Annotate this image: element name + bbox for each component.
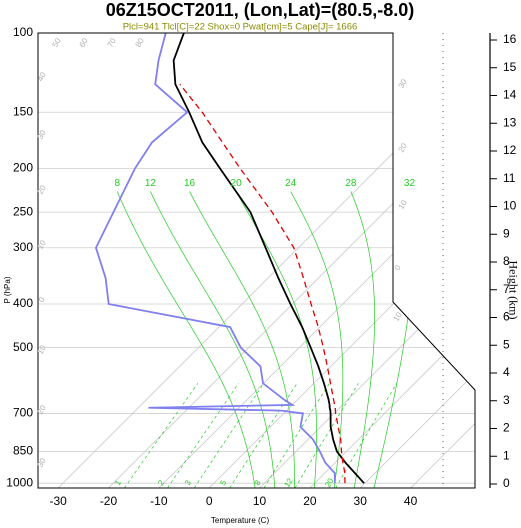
aux-label: 20 (36, 403, 49, 416)
y2-tick-label: 13 (503, 115, 517, 129)
moist-adiabat-label: 32 (404, 178, 416, 189)
y2-tick-label: 14 (503, 88, 517, 102)
moist-adiabat (235, 191, 317, 488)
aux-label: 30 (36, 456, 49, 469)
moist-adiabat (290, 191, 344, 488)
y2-tick-label: 5 (503, 337, 510, 351)
moist-adiabat (189, 191, 295, 488)
y2-tick-label: 15 (503, 60, 517, 74)
moist-adiabat (150, 191, 276, 488)
y2-tick-label: 11 (503, 171, 516, 185)
moist-adiabat-label: 24 (285, 178, 297, 189)
y2-tick-label: 4 (503, 365, 510, 379)
moist-adiabat-label: 28 (345, 178, 357, 189)
moist-adiabat (350, 191, 375, 488)
y-tick-label: 300 (13, 240, 33, 254)
x-tick-label: 20 (303, 494, 317, 508)
chart-subtitle: Plcl=941 Tlcl[C]=22 Shox=0 Pwat[cm]=5 Ca… (123, 22, 358, 33)
isotherm (57, 33, 475, 488)
y-tick-label: 250 (13, 204, 33, 218)
chart-title: 06Z15OCT2011, (Lon,Lat)=(80.5,-8.0) (106, 0, 415, 20)
mixing-ratio-label: 1 (113, 478, 123, 487)
mixing-ratio-label: 8 (253, 478, 263, 487)
y-tick-label: 850 (13, 444, 33, 458)
y2-tick-label: 8 (503, 254, 510, 268)
aux-label: 80 (134, 36, 147, 49)
isotherm (108, 33, 475, 488)
mixing-ratio-label: 12 (282, 476, 295, 489)
mixing-ratio-label: 2 (156, 478, 166, 487)
mixing-ratio-line (167, 383, 239, 488)
aux-label: 0 (37, 295, 47, 304)
y2-tick-label: 1 (503, 448, 510, 462)
y-tick-label: 200 (13, 161, 33, 175)
y2-axis-label: Height (km) (506, 261, 520, 320)
x-tick-label: -30 (49, 494, 67, 508)
aux-label: 30 (36, 128, 49, 141)
mixing-ratio-line (194, 383, 265, 488)
y-tick-label: 400 (13, 296, 33, 310)
mixing-ratio-line (263, 383, 330, 488)
isotherm (259, 33, 475, 488)
y-tick-label: 700 (13, 406, 33, 420)
y2-tick-label: 7 (503, 282, 510, 296)
isotherm (309, 33, 475, 488)
plot-area (38, 33, 475, 488)
aux-label: 10 (36, 343, 49, 356)
mixing-ratio-label: 5 (218, 478, 228, 487)
mixing-ratio-line (294, 383, 359, 488)
x-tick-label: 40 (404, 494, 418, 508)
aux-label: 20 (36, 183, 49, 196)
y-tick-label: 100 (13, 25, 33, 39)
x-tick-label: 10 (253, 494, 267, 508)
x-tick-label: 0 (206, 494, 213, 508)
y-tick-label: 1000 (6, 475, 33, 489)
moist-adiabat (116, 191, 256, 488)
aux-label: 10 (397, 198, 410, 211)
aux-label: 60 (78, 36, 91, 49)
isotherm (208, 33, 475, 488)
x-tick-label: 30 (354, 494, 368, 508)
x-tick-label: -20 (100, 494, 118, 508)
y2-tick-label: 12 (503, 143, 517, 157)
plot-frame (37, 32, 476, 489)
x-tick-label: -10 (150, 494, 168, 508)
y-axis-label: P (hPa) (3, 276, 12, 303)
isotherm (158, 33, 475, 488)
profile-line (94, 33, 336, 484)
y2-tick-label: 10 (503, 199, 517, 213)
aux-label: 50 (51, 36, 64, 49)
y2-tick-label: 0 (503, 476, 510, 490)
moist-adiabat-label: 12 (145, 178, 157, 189)
moist-adiabat-label: 8 (114, 178, 120, 189)
mixing-ratio-label: 3 (183, 478, 193, 487)
aux-label: 30 (397, 77, 410, 90)
y2-tick-label: 3 (503, 393, 510, 407)
mixing-ratio-line (124, 383, 199, 488)
aux-label: 20 (397, 141, 410, 154)
y2-tick-label: 6 (503, 310, 510, 324)
y2-tick-label: 16 (503, 32, 517, 46)
isotherm (359, 33, 475, 488)
y-tick-label: 500 (13, 340, 33, 354)
moist-adiabat-label: 16 (184, 178, 196, 189)
aux-label: 0 (393, 263, 403, 272)
moist-adiabat-label: 20 (231, 178, 243, 189)
x-axis-label: Temperature (C) (211, 516, 270, 525)
mixing-ratio-label: 20 (323, 476, 336, 489)
aux-label: 70 (106, 36, 119, 49)
y2-tick-label: 9 (503, 226, 510, 240)
y-tick-label: 150 (13, 104, 33, 118)
profile-line (179, 83, 346, 484)
aux-label: 10 (36, 238, 49, 251)
profile-line (172, 33, 365, 484)
aux-label: 40 (36, 70, 49, 83)
y2-tick-label: 2 (503, 421, 510, 435)
